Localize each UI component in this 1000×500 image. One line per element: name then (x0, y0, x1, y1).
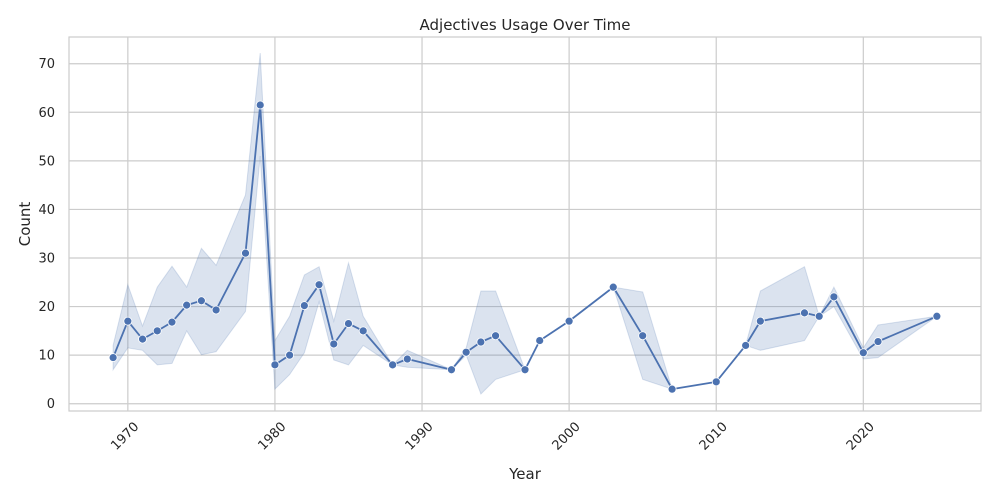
data-point (138, 334, 147, 344)
y-tick-labels: 0 10 20 30 40 50 60 70 (38, 57, 55, 412)
data-point (667, 384, 677, 394)
data-point (152, 326, 162, 336)
y-tick-label: 30 (38, 252, 55, 267)
data-point (755, 316, 765, 326)
data-point (564, 316, 574, 326)
y-tick-label: 0 (47, 397, 55, 412)
data-point (108, 353, 118, 362)
x-tick-label: 1990 (403, 420, 437, 454)
grid (69, 37, 981, 411)
data-point (123, 316, 133, 326)
x-axis-label: Year (508, 465, 542, 483)
x-tick-label: 1970 (108, 420, 142, 454)
x-tick-label: 2000 (550, 420, 584, 454)
x-tick-label: 2020 (844, 420, 878, 454)
data-point (211, 305, 221, 315)
y-tick-label: 40 (38, 203, 55, 218)
data-point (461, 347, 471, 357)
data-point (270, 360, 280, 370)
data-point (800, 308, 809, 318)
data-point (167, 317, 177, 327)
data-point (535, 336, 545, 345)
data-point (285, 350, 295, 360)
data-point (873, 337, 883, 346)
data-point (182, 300, 192, 310)
data-point (388, 360, 398, 370)
data-point (741, 341, 751, 350)
data-point (814, 311, 824, 321)
x-tick-label: 1980 (255, 420, 289, 454)
data-point (638, 331, 648, 341)
data-markers (108, 100, 942, 394)
plot-area (69, 37, 981, 411)
data-point (858, 348, 868, 358)
y-tick-label: 70 (38, 57, 55, 72)
data-point (314, 280, 324, 290)
data-point (241, 248, 250, 258)
data-point (358, 326, 368, 336)
data-point (476, 337, 486, 347)
data-point (608, 282, 618, 292)
data-point (344, 319, 353, 328)
confidence-band (112, 52, 938, 395)
x-tick-labels: 1970 1980 1990 2000 2010 2020 (108, 420, 877, 454)
data-point (829, 292, 839, 302)
data-point (255, 100, 265, 110)
chart-title: Adjectives Usage Over Time (420, 16, 631, 34)
data-point (299, 301, 309, 311)
data-point (932, 311, 942, 321)
x-tick-label: 2010 (697, 420, 731, 454)
y-tick-label: 60 (38, 106, 55, 121)
data-point (520, 365, 530, 375)
plot-frame (68, 36, 982, 412)
data-point (711, 377, 721, 387)
y-tick-label: 10 (38, 349, 55, 364)
data-point (196, 296, 206, 306)
y-tick-label: 50 (38, 154, 55, 169)
y-tick-label: 20 (38, 300, 55, 315)
data-point (329, 339, 339, 349)
data-point (447, 365, 456, 375)
data-point (491, 331, 500, 341)
data-point (402, 354, 412, 364)
y-axis-label: Count (16, 202, 34, 247)
